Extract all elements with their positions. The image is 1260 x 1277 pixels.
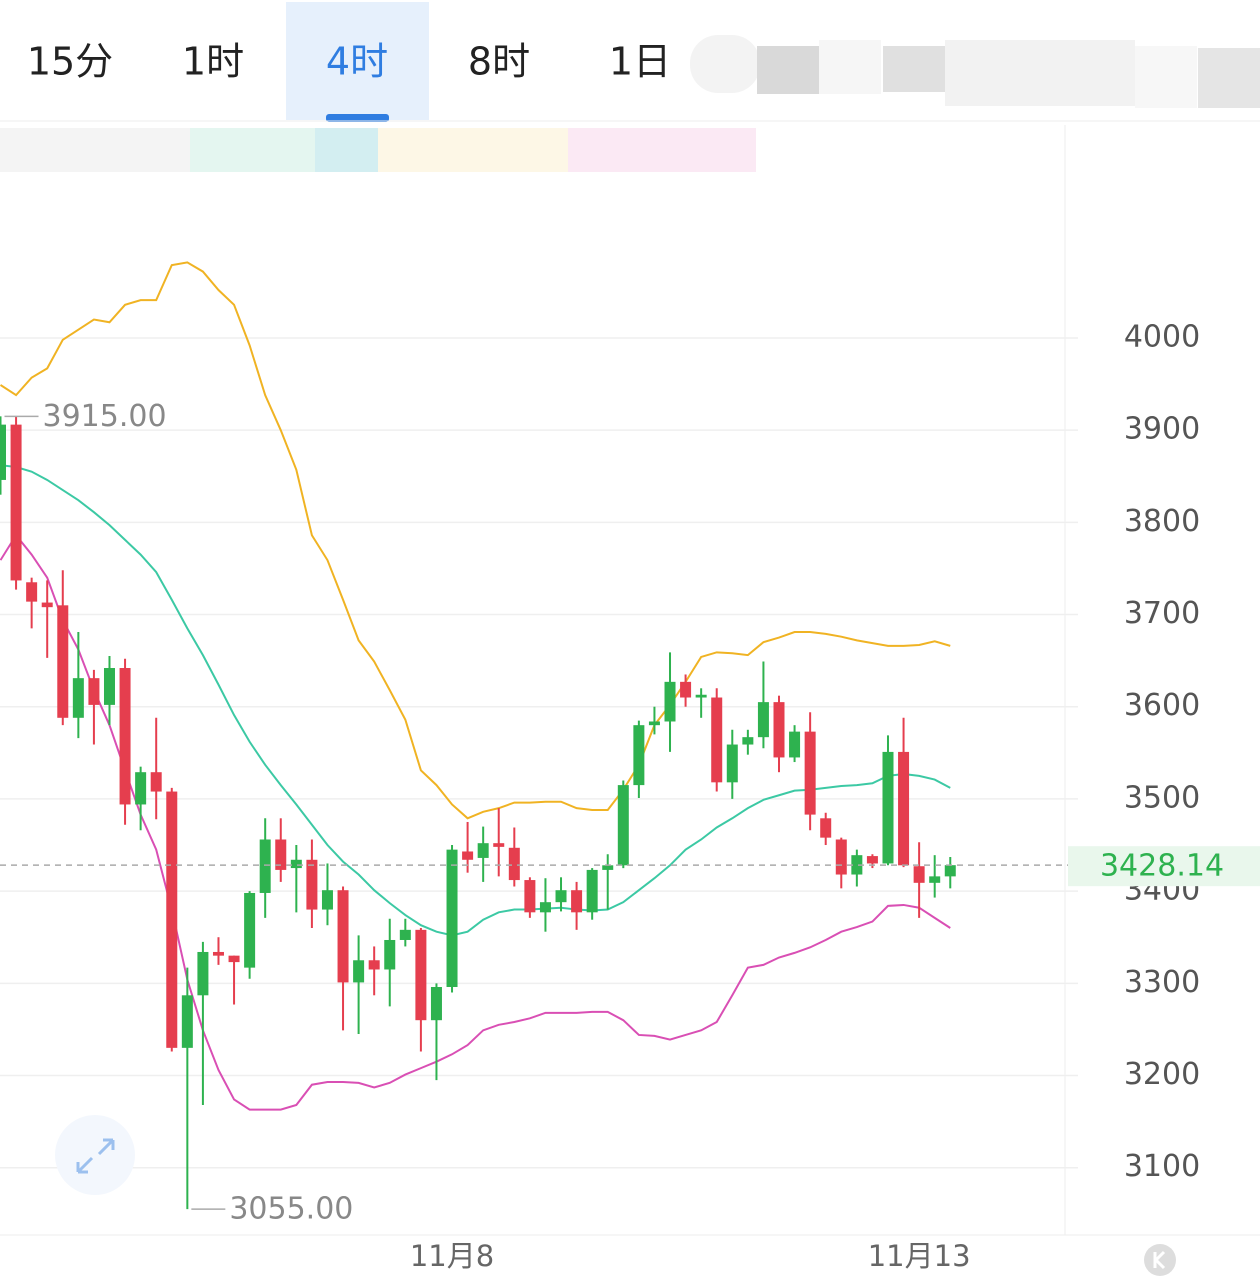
candle-body	[0, 424, 6, 480]
max-label: 3915.00	[43, 399, 167, 434]
x-tick-label: 11月13	[868, 1239, 971, 1273]
candle-body	[711, 697, 723, 783]
candle-body	[26, 582, 38, 602]
candle-body	[726, 744, 738, 783]
blurred-tabs	[690, 35, 1260, 108]
candle-body	[290, 859, 302, 869]
expand-icon	[76, 1138, 115, 1174]
tab[interactable]: 15分	[27, 40, 113, 84]
candle-body	[820, 818, 832, 838]
candle-body	[212, 951, 224, 956]
y-tick-label: 3500	[1124, 780, 1200, 815]
last-price-box	[1068, 846, 1260, 887]
candle-body	[680, 681, 692, 698]
candle-body	[275, 839, 287, 870]
candle-body	[851, 855, 863, 875]
candle-body	[913, 866, 925, 883]
candle-body	[664, 681, 676, 722]
band-line	[0, 533, 951, 1111]
candle-body	[633, 725, 645, 786]
candle-body	[10, 424, 22, 581]
candle-body	[462, 851, 474, 860]
candle-body	[742, 737, 754, 745]
y-tick-label: 3700	[1124, 596, 1200, 631]
candle-body	[866, 856, 878, 864]
candle-body	[835, 839, 847, 875]
x-tick-label: 11月8	[410, 1239, 494, 1273]
candle-body	[166, 791, 178, 1048]
candle-body	[508, 847, 520, 881]
candle-body	[337, 890, 349, 983]
candle-body	[88, 678, 100, 705]
candle-body	[929, 876, 941, 883]
candle-body	[259, 839, 271, 893]
y-tick-label: 3800	[1124, 504, 1200, 539]
candle-body	[882, 751, 894, 864]
candle-body	[602, 865, 614, 870]
expand-button[interactable]	[55, 1115, 135, 1195]
candle-body	[493, 843, 505, 847]
candle-body	[119, 668, 131, 805]
candle-body	[757, 702, 769, 738]
y-tick-label: 3600	[1124, 688, 1200, 723]
y-tick-label: 4000	[1124, 319, 1200, 354]
candle-body	[539, 902, 551, 913]
candle-body	[321, 890, 333, 910]
candle-body	[898, 751, 910, 866]
tab[interactable]: 1时	[182, 40, 244, 84]
candle-body	[368, 960, 380, 970]
candle-body	[617, 785, 629, 866]
candle-body	[57, 605, 69, 718]
candle-body	[103, 668, 115, 705]
candle-body	[415, 929, 427, 1021]
candle-body	[72, 678, 84, 718]
candle-body	[306, 859, 318, 910]
candle-body	[244, 892, 256, 968]
tab-selected-bg	[286, 2, 429, 120]
candle-body	[944, 865, 956, 877]
plot: 3100320033003400350036003700380039004000…	[0, 261, 1260, 1273]
band-line	[0, 464, 951, 937]
candle-body	[773, 702, 785, 758]
blurred-legend	[0, 128, 756, 172]
candle-body	[586, 869, 598, 913]
candle-body	[555, 890, 567, 903]
candle-body	[430, 987, 442, 1021]
y-tick-label: 3900	[1124, 412, 1200, 447]
candle-body	[399, 929, 411, 940]
k-icon	[1153, 1250, 1166, 1270]
candle-body	[41, 602, 53, 608]
candle-body	[228, 955, 240, 963]
last-price-label: 3428.14	[1100, 849, 1224, 884]
candle-body	[353, 960, 365, 983]
candle-body	[384, 939, 396, 970]
candle-body	[789, 731, 801, 758]
tab[interactable]: 8时	[468, 40, 530, 84]
tab[interactable]: 4时	[326, 40, 388, 84]
candle-body	[135, 772, 147, 805]
candle-body	[181, 995, 193, 1048]
candle-body	[695, 694, 707, 698]
candle-body	[524, 880, 536, 913]
y-tick-label: 3100	[1124, 1149, 1200, 1184]
candle-body	[804, 731, 816, 815]
candle-body	[446, 849, 458, 988]
tab[interactable]: 1日	[609, 40, 671, 84]
band-line	[0, 261, 951, 820]
tab-indicator	[326, 114, 389, 122]
candle-body	[571, 890, 583, 913]
candle-body	[648, 721, 660, 726]
min-label: 3055.00	[229, 1192, 353, 1227]
candle-body	[477, 843, 489, 858]
y-tick-label: 3200	[1124, 1057, 1200, 1092]
candle-body	[197, 951, 209, 996]
y-tick-label: 3300	[1124, 965, 1200, 1000]
candle-body	[150, 772, 162, 792]
k-button[interactable]	[1144, 1244, 1176, 1276]
